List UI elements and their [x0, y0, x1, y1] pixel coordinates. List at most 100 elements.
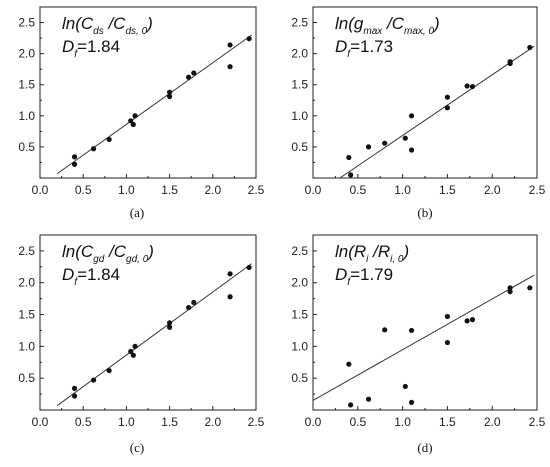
panel-caption: (d) — [417, 440, 432, 455]
data-point — [382, 327, 388, 333]
x-tick-label: 2.5 — [248, 415, 265, 429]
data-point — [191, 70, 197, 76]
df-subscript: f — [347, 49, 351, 60]
data-point — [71, 385, 78, 391]
df-letter: D — [335, 37, 347, 56]
y-tick-label: 2.5 — [291, 244, 308, 258]
annotation-sub2: ds, 0 — [125, 26, 147, 37]
data-point — [382, 140, 388, 146]
data-point — [90, 377, 97, 383]
data-point — [167, 320, 173, 326]
data-point — [90, 146, 97, 152]
data-point — [527, 285, 533, 291]
x-tick-label: 1.5 — [161, 183, 178, 197]
df-letter: D — [62, 37, 74, 56]
fit-line — [339, 45, 535, 178]
data-point — [469, 317, 476, 323]
annotation-suffix: ) — [145, 14, 153, 33]
df-subscript: f — [74, 49, 78, 60]
y-tick-label: 0.5 — [291, 140, 308, 154]
data-point — [132, 113, 138, 119]
y-tick-label: 2.0 — [291, 47, 308, 61]
data-point — [507, 289, 513, 295]
df-subscript: f — [74, 277, 78, 288]
data-point — [408, 113, 415, 119]
data-point — [444, 94, 450, 100]
y-tick-label: 0.5 — [18, 140, 35, 154]
data-point — [444, 313, 450, 320]
ratio-annotation: ln(gmax /Cmax, 0) — [335, 14, 440, 37]
annotation-prefix: ln(C — [62, 14, 94, 33]
y-tick-label: 1.5 — [291, 78, 308, 92]
data-point — [227, 294, 233, 300]
y-tick-label: 0.5 — [18, 371, 35, 385]
data-point — [469, 83, 476, 90]
data-point — [527, 44, 533, 51]
annotation-sub1: gd — [93, 254, 105, 265]
x-tick-label: 0.5 — [75, 415, 92, 429]
ratio-annotation: ln(Ri /Ri, 0) — [335, 242, 409, 265]
x-tick-label: 1.5 — [439, 183, 456, 197]
data-point — [365, 396, 372, 402]
fractal-dimension-label: Df=1.84 — [62, 265, 120, 288]
data-point — [402, 383, 408, 390]
y-tick-label: 1.0 — [18, 109, 35, 123]
chart-panel-2: 0.0 0.5 1.0 1.5 2.0 2.50.51.01.52.02.5 ln(gmax… — [291, 6, 546, 220]
df-subscript: f — [347, 277, 351, 288]
fit-line — [56, 34, 252, 175]
annotation-mid: /R — [368, 242, 390, 261]
x-tick-label: 2.5 — [529, 183, 546, 197]
y-tick-label: 1.0 — [18, 339, 35, 353]
data-point — [227, 64, 233, 70]
data-point — [132, 343, 138, 349]
data-point — [167, 93, 173, 100]
chart-panel-4: 0.0 0.5 1.0 1.5 2.0 2.5 0.5 1.0 1.5 2.0 2.5 ln(Ri /… — [291, 234, 546, 455]
x-tick-label: 1.0 — [118, 183, 135, 197]
fit-line — [56, 263, 252, 406]
annotation-sub2: gd, 0 — [126, 254, 149, 265]
panel-caption: (c) — [130, 440, 144, 455]
fractal-dimension-label: Df=1.84 — [62, 37, 120, 60]
annotation-sub1: max — [363, 26, 383, 37]
annotation-prefix: ln(C — [62, 242, 94, 261]
data-point — [408, 147, 415, 153]
x-tick-label: 0.0 — [305, 415, 322, 429]
y-tick-label: 1.0 — [291, 109, 308, 123]
x-tick-label: 2.5 — [529, 415, 546, 429]
data-point — [246, 264, 252, 271]
data-point — [128, 348, 134, 355]
df-value: =1.79 — [350, 265, 393, 284]
df-value: =1.84 — [77, 265, 120, 284]
data-point — [365, 144, 372, 150]
y-tick-label: 1.0 — [291, 339, 308, 353]
annotation-mid: /C — [104, 242, 126, 261]
annotation-mid: /C — [382, 14, 404, 33]
y-tick-label: 0.5 — [291, 371, 308, 385]
data-point — [346, 154, 352, 161]
annotation-sub1: ds — [93, 26, 104, 37]
x-tick-label: 1.5 — [161, 415, 178, 429]
data-point — [106, 367, 112, 374]
data-point — [464, 318, 470, 324]
chart-panel-1: 0.0 0.5 1.0 1.5 2.0 2.5 0.5 1.0 1.5 2.0 2.5 ln(Cds … — [18, 6, 265, 220]
y-tick-label: 2.0 — [18, 276, 35, 290]
df-letter: D — [62, 265, 74, 284]
x-tick-label: 0.0 — [305, 183, 322, 197]
annotation-prefix: ln(R — [335, 242, 366, 261]
x-tick-label: 0.5 — [349, 415, 366, 429]
panel-caption: (a) — [130, 205, 144, 220]
data-point — [408, 327, 415, 334]
data-point — [444, 339, 450, 346]
chart-panel-3: 0.0 0.5 1.0 1.5 2.0 2.5 0.5 1.0 1.5 2.0 2.5 ln(Cgd … — [18, 234, 265, 455]
df-value: =1.73 — [350, 37, 393, 56]
data-point — [246, 36, 252, 42]
x-tick-label: 1.0 — [118, 415, 135, 429]
y-tick-label: 2.0 — [18, 47, 35, 61]
x-tick-label: 0.0 — [32, 415, 49, 429]
data-point — [348, 172, 354, 178]
x-tick-label: 1.5 — [439, 415, 456, 429]
annotation-sub1: i — [366, 254, 369, 265]
data-point — [167, 324, 173, 330]
x-tick-label: 0.5 — [349, 183, 366, 197]
